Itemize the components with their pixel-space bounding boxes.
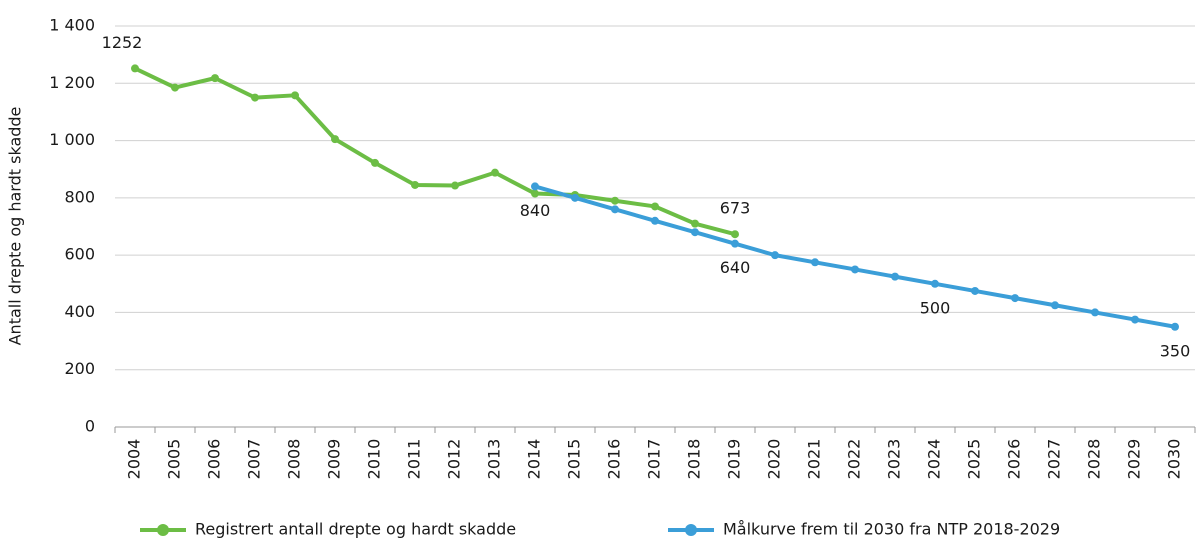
x-tick-label: 2016 [605, 439, 624, 480]
x-tick-label: 2022 [845, 439, 864, 480]
legend-label: Målkurve frem til 2030 fra NTP 2018-2029 [723, 520, 1060, 539]
x-tick-label: 2013 [485, 439, 504, 480]
data-point [331, 135, 339, 144]
y-tick-label: 200 [64, 359, 95, 378]
data-point [811, 258, 819, 267]
y-tick-label: 400 [64, 302, 95, 321]
x-tick-label: 2017 [645, 439, 664, 480]
data-point [691, 228, 699, 237]
data-point [651, 216, 659, 225]
y-tick-label: 800 [64, 187, 95, 206]
data-label: 1252 [102, 33, 143, 52]
y-tick-label: 600 [64, 245, 95, 264]
data-point [931, 279, 939, 288]
data-point [371, 158, 379, 167]
x-tick-label: 2030 [1165, 439, 1184, 480]
data-point [251, 93, 259, 102]
data-point [851, 265, 859, 274]
x-tick-label: 2024 [925, 439, 944, 480]
x-tick-label: 2019 [725, 439, 744, 480]
data-point [1051, 301, 1059, 310]
x-tick-label: 2020 [765, 439, 784, 480]
x-tick-label: 2009 [325, 439, 344, 480]
legend-marker [157, 524, 169, 536]
x-tick-label: 2023 [885, 439, 904, 480]
x-tick-label: 2027 [1045, 439, 1064, 480]
data-point [491, 168, 499, 177]
x-tick-label: 2029 [1125, 439, 1144, 480]
data-point [771, 251, 779, 260]
x-tick-label: 2011 [405, 439, 424, 480]
data-point [611, 196, 619, 205]
series-line [534, 184, 1176, 329]
x-tick-label: 2018 [685, 439, 704, 480]
data-point [651, 202, 659, 211]
y-tick-label: 1 400 [49, 16, 95, 35]
data-point [171, 83, 179, 92]
x-tick-label: 2008 [285, 439, 304, 480]
data-label: 640 [720, 258, 751, 277]
x-tick-label: 2006 [205, 439, 224, 480]
y-tick-label: 0 [85, 417, 95, 436]
data-label: 840 [520, 201, 551, 220]
x-tick-label: 2025 [965, 439, 984, 480]
y-tick-label: 1 200 [49, 73, 95, 92]
x-tick-label: 2012 [445, 439, 464, 480]
data-point [531, 182, 539, 191]
data-point [1131, 315, 1139, 324]
x-tick-label: 2015 [565, 439, 584, 480]
data-point [731, 230, 739, 239]
x-tick-label: 2005 [165, 439, 184, 480]
data-point [611, 205, 619, 214]
x-tick-label: 2010 [365, 439, 384, 480]
legend-marker [685, 524, 697, 536]
data-label: 500 [920, 298, 951, 317]
series-line [134, 66, 736, 237]
data-point [411, 180, 419, 189]
data-point [291, 91, 299, 100]
data-point [571, 193, 579, 202]
x-tick-label: 2014 [525, 439, 544, 480]
data-point [531, 189, 539, 198]
data-point [131, 64, 139, 73]
x-tick-label: 2007 [245, 439, 264, 480]
data-point [1171, 322, 1179, 331]
x-tick-label: 2028 [1085, 439, 1104, 480]
data-point [971, 286, 979, 295]
data-point [1091, 308, 1099, 317]
data-point [1011, 294, 1019, 303]
data-label: 673 [720, 199, 751, 218]
y-axis-title: Antall drepte og hardt skadde [6, 107, 25, 346]
y-tick-label: 1 000 [49, 130, 95, 149]
x-tick-label: 2004 [125, 439, 144, 480]
data-point [891, 272, 899, 281]
data-point [451, 181, 459, 190]
legend-label: Registrert antall drepte og hardt skadde [195, 520, 516, 539]
data-label: 350 [1160, 341, 1191, 360]
data-point [691, 219, 699, 228]
x-tick-label: 2021 [805, 439, 824, 480]
x-tick-label: 2026 [1005, 439, 1024, 480]
data-point [211, 74, 219, 83]
data-point [731, 239, 739, 248]
